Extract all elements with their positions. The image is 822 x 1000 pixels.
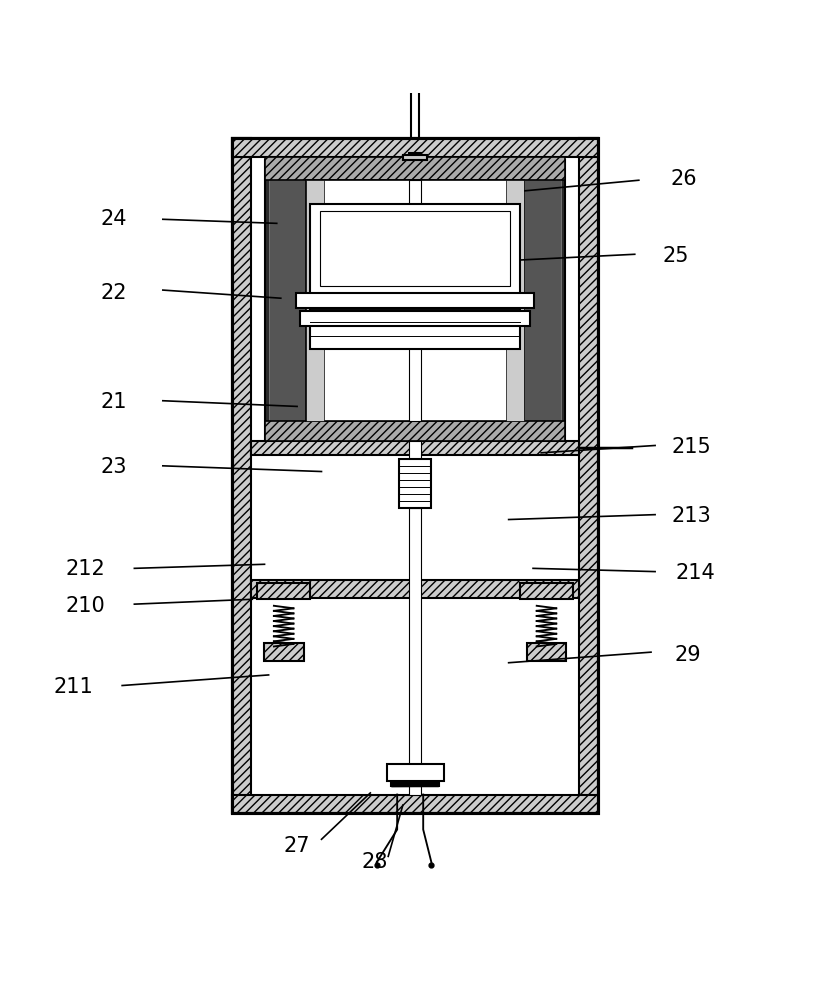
Bar [257, 583, 310, 599]
Bar [251, 441, 580, 455]
Bar [320, 211, 510, 286]
Bar [266, 421, 565, 441]
Bar [580, 138, 598, 813]
Text: 23: 23 [101, 457, 127, 477]
Bar [232, 138, 251, 813]
Text: 214: 214 [676, 563, 716, 583]
Bar [270, 180, 306, 421]
Bar [232, 138, 598, 157]
Bar [251, 157, 580, 795]
Bar [409, 441, 421, 508]
Text: 27: 27 [284, 836, 311, 856]
Text: 211: 211 [53, 677, 93, 697]
Text: 24: 24 [101, 209, 127, 229]
Bar [527, 643, 566, 661]
Bar [266, 157, 565, 180]
Bar [520, 583, 573, 599]
Bar [310, 204, 520, 296]
Text: 210: 210 [66, 596, 105, 616]
Text: 21: 21 [101, 392, 127, 412]
Bar [403, 155, 427, 160]
Bar [409, 508, 421, 795]
Bar [300, 311, 530, 326]
Bar [251, 580, 580, 598]
Bar [232, 138, 598, 813]
Bar [399, 459, 432, 508]
Text: 212: 212 [66, 559, 105, 579]
Bar [264, 643, 303, 661]
Bar [266, 160, 565, 441]
Bar [524, 180, 561, 421]
Text: 28: 28 [361, 852, 387, 872]
Text: 29: 29 [674, 645, 701, 665]
Bar [409, 180, 421, 421]
Bar [506, 180, 524, 421]
Bar [306, 180, 524, 421]
Bar [310, 296, 520, 349]
Bar [390, 783, 440, 786]
Bar [386, 764, 444, 781]
Bar [306, 180, 324, 421]
Text: 26: 26 [670, 169, 697, 189]
Text: 213: 213 [672, 506, 712, 526]
Text: 25: 25 [663, 246, 689, 266]
Bar [296, 293, 533, 308]
Text: 22: 22 [101, 283, 127, 303]
Bar [232, 795, 598, 813]
Bar [409, 153, 421, 157]
Text: 215: 215 [672, 437, 712, 457]
